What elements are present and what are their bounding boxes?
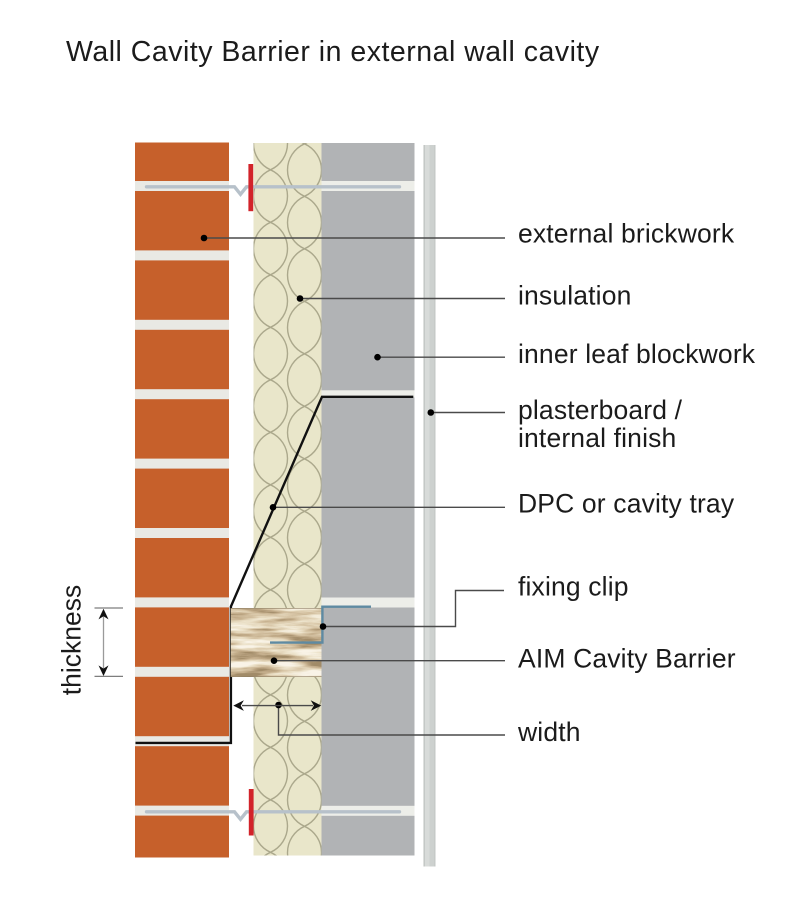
svg-text:AIM Cavity Barrier: AIM Cavity Barrier	[518, 644, 736, 674]
svg-text:DPC or cavity tray: DPC or cavity tray	[518, 489, 735, 519]
svg-text:width: width	[517, 717, 581, 747]
svg-text:insulation: insulation	[518, 281, 631, 311]
svg-text:external brickwork: external brickwork	[518, 219, 735, 249]
svg-text:thickness: thickness	[57, 585, 87, 695]
svg-text:inner leaf blockwork: inner leaf blockwork	[518, 339, 756, 369]
svg-text:fixing clip: fixing clip	[518, 572, 629, 602]
svg-text:internal finish: internal finish	[518, 423, 676, 453]
svg-text:plasterboard /: plasterboard /	[518, 395, 683, 425]
svg-text:Wall Cavity Barrier in externa: Wall Cavity Barrier in external wall cav…	[66, 36, 600, 68]
